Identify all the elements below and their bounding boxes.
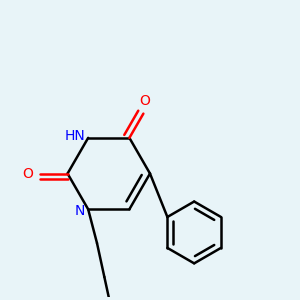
- Text: O: O: [22, 167, 33, 181]
- Text: N: N: [75, 204, 85, 218]
- Text: HN: HN: [64, 129, 85, 143]
- Text: O: O: [140, 94, 150, 108]
